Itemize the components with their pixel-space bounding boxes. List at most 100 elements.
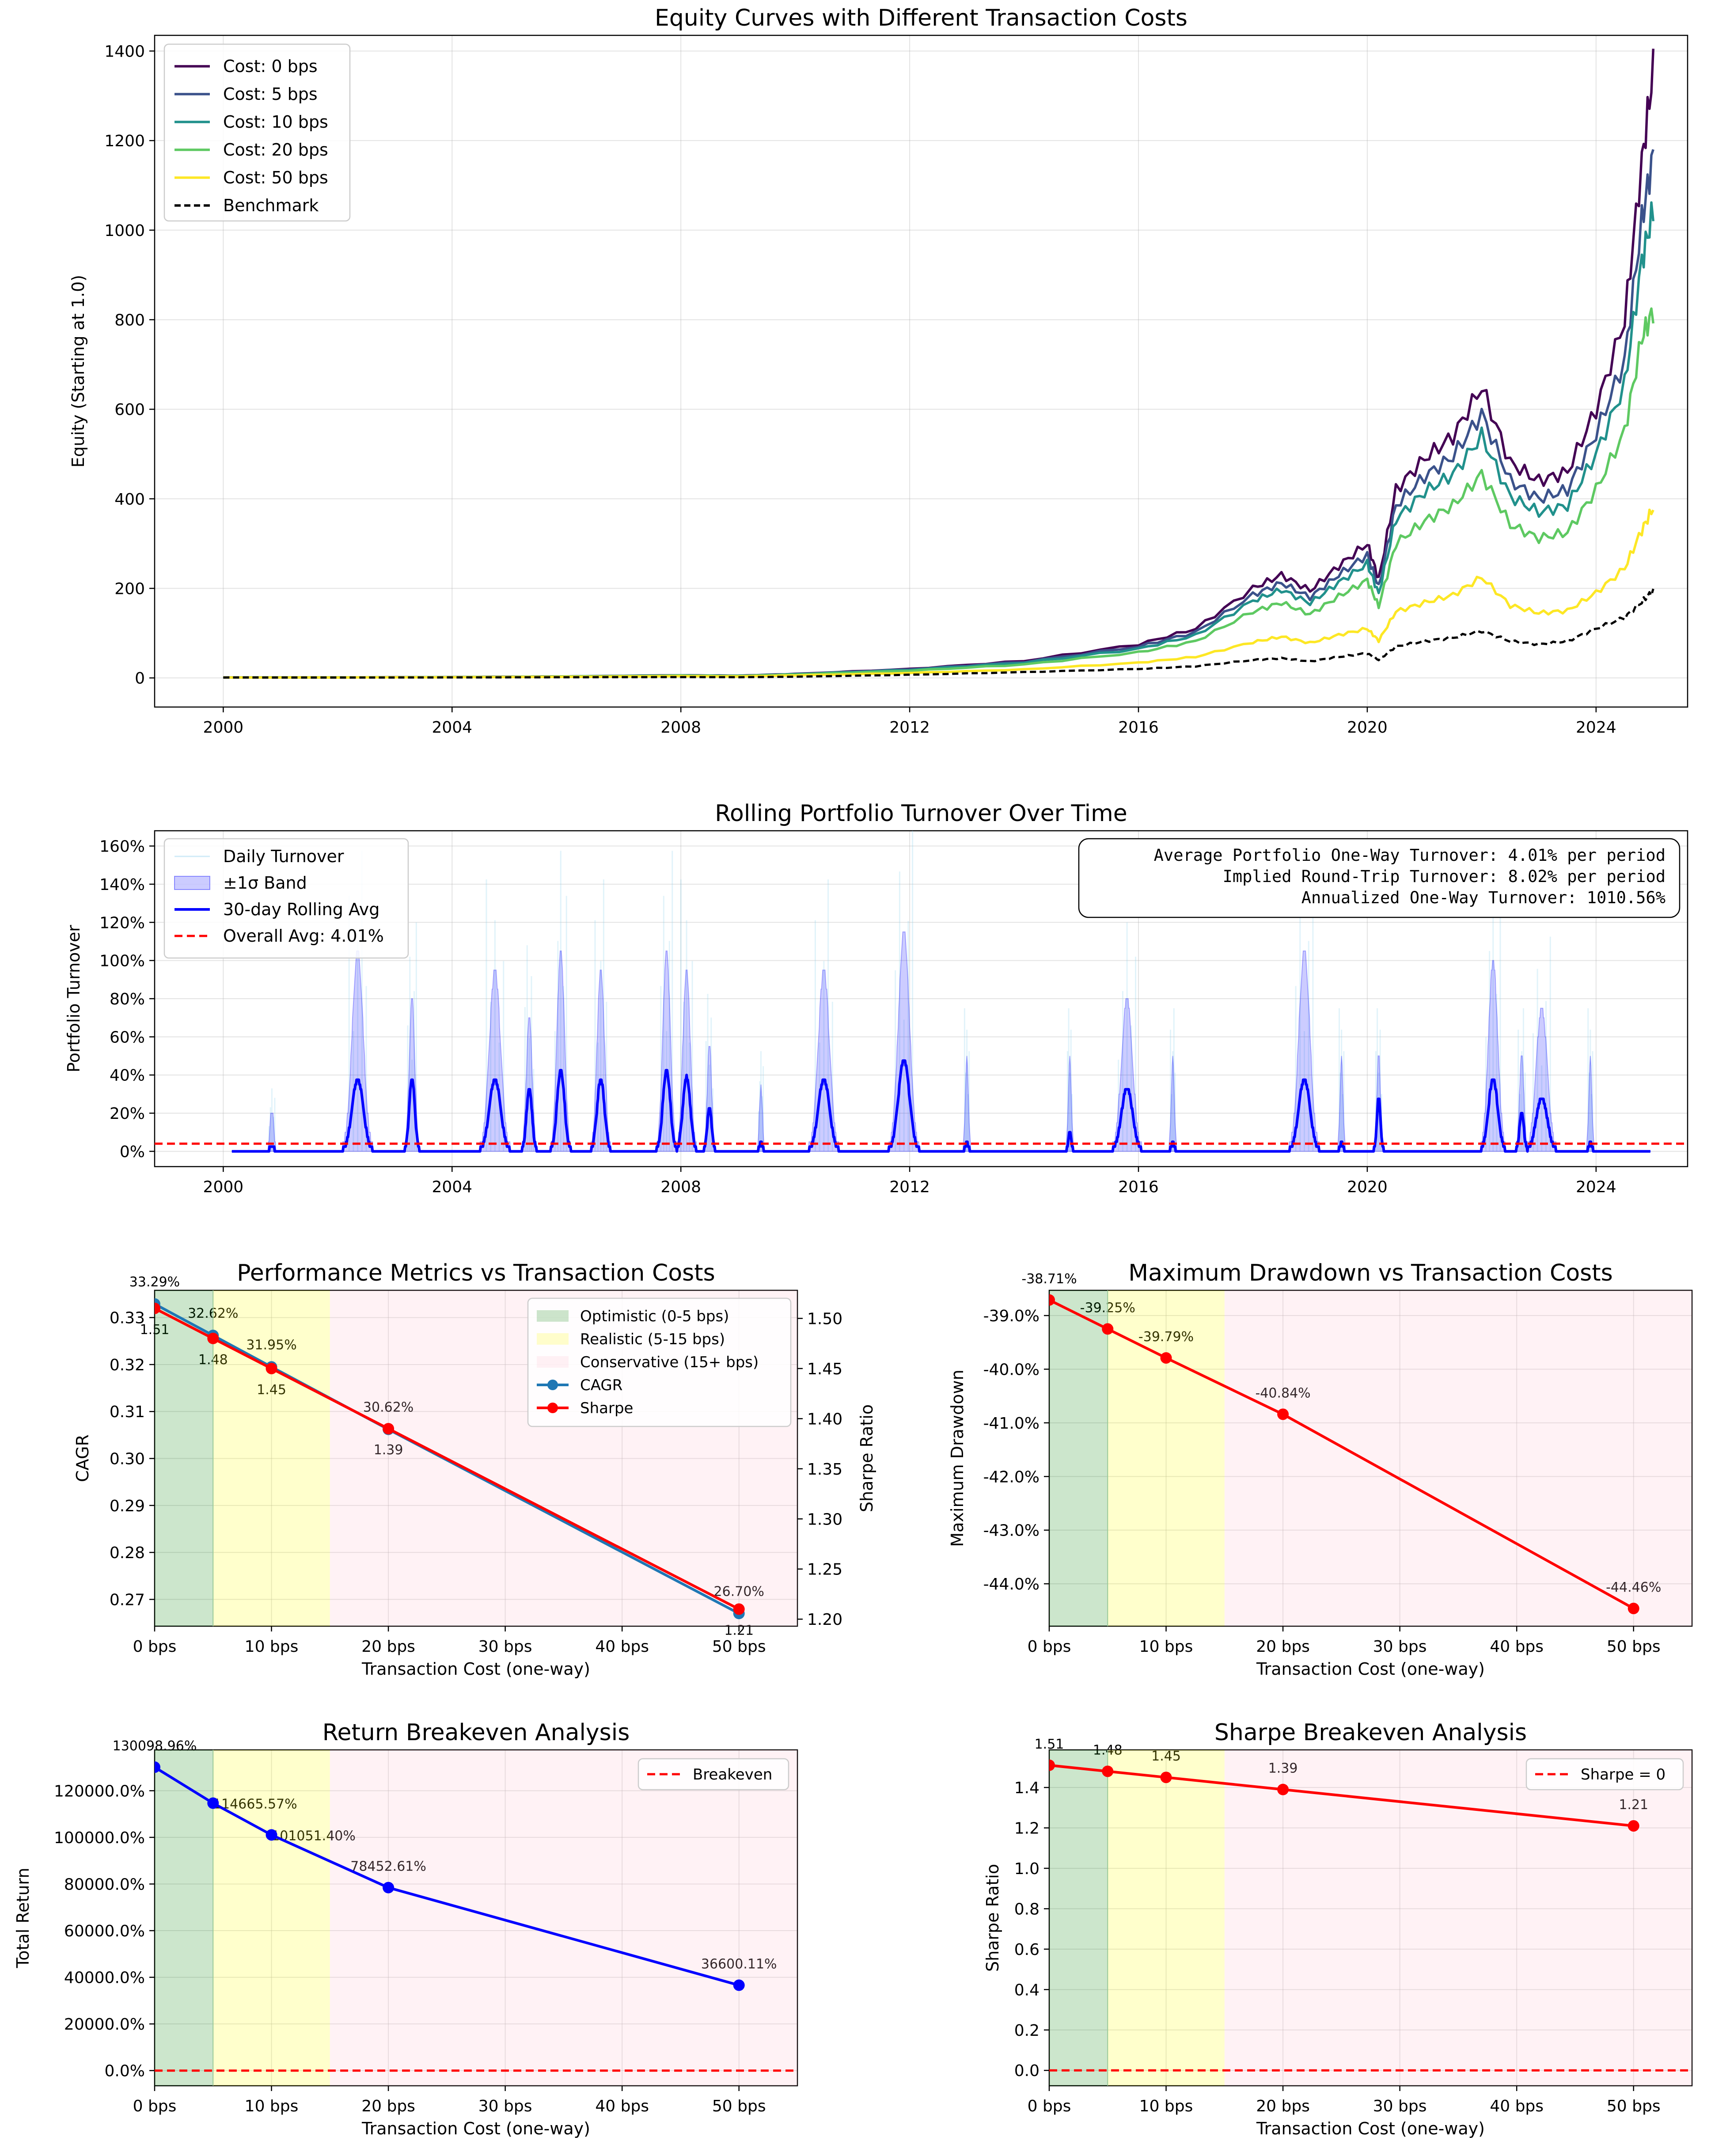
ret-frame — [154, 1749, 798, 2087]
turnover-ytick-label: 100% — [99, 952, 145, 970]
equity-ytick-label: 400 — [114, 491, 145, 509]
perf-sharpe-annotation: 1.51 — [140, 1322, 170, 1338]
perf-ytick-label: 0.30 — [110, 1450, 145, 1468]
ret-xlabel: Transaction Cost (one-way) — [361, 2119, 590, 2138]
perf-xtick-label: 0 bps — [133, 1638, 177, 1656]
ret-ytick-label: 40000.0% — [64, 1969, 145, 1987]
dd-axes: 0 bps 10 bps 20 bps 30 bps 40 bps 50 bps -44.0… — [948, 1260, 1693, 1679]
ret-xtick-label: 50 bps — [712, 2097, 766, 2115]
dd-annotation: -40.84% — [1255, 1385, 1310, 1401]
turnover-xtick-label: 2016 — [1118, 1178, 1159, 1196]
region-shade — [330, 1750, 797, 2086]
ret-legend-box — [637, 1758, 789, 1791]
sharpe_be-ytick-label: 0.8 — [1014, 1900, 1039, 1918]
perf-xtick-label: 20 bps — [361, 1638, 415, 1656]
perf-title: Performance Metrics vs Transaction Costs — [237, 1260, 715, 1286]
ret-marker — [383, 1882, 395, 1894]
sharpe_be-xlabel: Transaction Cost (one-way) — [1256, 2119, 1485, 2138]
ret-xtick-label: 30 bps — [478, 2097, 532, 2115]
sharpe_be-xtick-label: 0 bps — [1028, 2097, 1071, 2115]
equity-legend-label: Cost: 50 bps — [223, 168, 328, 187]
perf-xtick-label: 30 bps — [478, 1638, 532, 1656]
equity-xtick-label: 2024 — [1576, 719, 1616, 737]
ret-ytick-label: 80000.0% — [64, 1875, 145, 1894]
dd-marker — [1628, 1602, 1639, 1614]
perf-sharpe-marker — [383, 1423, 395, 1435]
dd-marker — [1277, 1408, 1289, 1420]
region-shade — [1108, 1750, 1225, 2086]
perf-cagr-annotation: 30.62% — [363, 1400, 414, 1415]
perf-ytick-label: 0.27 — [110, 1591, 145, 1609]
perf-y2tick-label: 1.35 — [807, 1460, 842, 1479]
perf-ytick-label: 0.32 — [110, 1356, 145, 1374]
dd-marker — [1160, 1352, 1172, 1364]
perf-y2tick-label: 1.30 — [807, 1510, 842, 1529]
perf-sharpe-marker — [155, 1302, 160, 1314]
sharpe-be-frame — [1048, 1749, 1693, 2087]
sharpe_be-ytick-label: 0.0 — [1014, 2062, 1039, 2080]
turnover-legend-swatch — [174, 876, 210, 890]
ret-marker — [266, 1829, 277, 1841]
region-shade — [155, 1750, 213, 2086]
turnover-stats-line: Implied Round-Trip Turnover: 8.02% per p… — [1223, 867, 1665, 886]
turnover-stats-line: Average Portfolio One-Way Turnover: 4.01… — [1154, 846, 1665, 865]
sharpe_be-ytick-label: 1.2 — [1014, 1820, 1039, 1838]
region-shade — [213, 1290, 330, 1626]
ret-annotation: 36600.11% — [701, 1957, 777, 1972]
turnover-plot — [155, 831, 1688, 1153]
turnover-ytick-label: 160% — [99, 838, 145, 856]
perf-sharpe-annotation: 1.45 — [257, 1382, 286, 1398]
ret-plot — [155, 1750, 797, 2086]
sharpe_be-title: Sharpe Breakeven Analysis — [1214, 1719, 1527, 1746]
turnover-ytick-label: 140% — [99, 876, 145, 894]
turnover-legend-box — [163, 838, 409, 959]
equity-xtick-label: 2020 — [1347, 719, 1388, 737]
turnover-xtick-label: 2008 — [660, 1178, 701, 1196]
dd-ytick-label: -43.0% — [983, 1522, 1039, 1540]
turnover-xtick-label: 2000 — [203, 1178, 244, 1196]
sharpe_be-xtick-label: 30 bps — [1373, 2097, 1427, 2115]
ret-legend-label: Breakeven — [693, 1766, 772, 1783]
turnover-xtick-label: 2024 — [1576, 1178, 1616, 1196]
ret-xtick-label: 20 bps — [361, 2097, 415, 2115]
dd-ytick-label: -40.0% — [983, 1361, 1039, 1379]
perf-sharpe-annotation: 1.39 — [374, 1442, 403, 1458]
perf-y2tick-label: 1.45 — [807, 1360, 842, 1378]
perf-legend-label: CAGR — [580, 1376, 622, 1394]
sharpe-be-marker — [1049, 1759, 1055, 1771]
perf-legend-label: Sharpe — [580, 1399, 633, 1417]
equity-legend-box — [163, 43, 351, 222]
perf-y2tick-label: 1.50 — [807, 1310, 842, 1328]
ret-ytick-label: 20000.0% — [64, 2015, 145, 2034]
turnover-legend-label: ±1σ Band — [223, 873, 307, 893]
equity-ylabel: Equity (Starting at 1.0) — [68, 275, 88, 468]
equity-frame — [154, 34, 1688, 708]
dd-xlabel: Transaction Cost (one-way) — [1256, 1659, 1485, 1679]
dd-xtick-label: 30 bps — [1373, 1638, 1427, 1656]
equity-xtick-label: 2000 — [203, 719, 244, 737]
ret-title: Return Breakeven Analysis — [322, 1719, 630, 1746]
ret-ytick-label: 100000.0% — [54, 1829, 145, 1847]
equity-legend-label: Cost: 0 bps — [223, 57, 318, 76]
equity-series-line — [223, 588, 1654, 679]
perf-ytick-label: 0.28 — [110, 1544, 145, 1562]
perf-legend-label: Realistic (5-15 bps) — [580, 1331, 725, 1348]
sharpe-be-legend: Sharpe = 0 — [1525, 1758, 1684, 1791]
dd-marker — [1049, 1294, 1055, 1306]
equity-xtick-label: 2008 — [660, 719, 701, 737]
dd-frame — [1048, 1289, 1693, 1627]
turnover-stats-line: Annualized One-Way Turnover: 1010.56% — [1301, 888, 1665, 907]
dd-xtick-label: 40 bps — [1490, 1638, 1544, 1656]
perf-y2label: Sharpe Ratio — [857, 1404, 876, 1512]
dd-annotation: -44.46% — [1606, 1580, 1661, 1595]
dd-ytick-label: -39.0% — [983, 1307, 1039, 1325]
sharpe_be-ylabel: Sharpe Ratio — [983, 1864, 1002, 1972]
equity-ytick-label: 200 — [114, 580, 145, 598]
dd-ylabel: Maximum Drawdown — [948, 1369, 967, 1547]
perf-sharpe-marker — [266, 1362, 277, 1374]
perf-ytick-label: 0.33 — [110, 1309, 145, 1327]
turnover-legend-label: Overall Avg: 4.01% — [223, 926, 384, 946]
sharpe-be-legend-label: Sharpe = 0 — [1581, 1766, 1665, 1783]
